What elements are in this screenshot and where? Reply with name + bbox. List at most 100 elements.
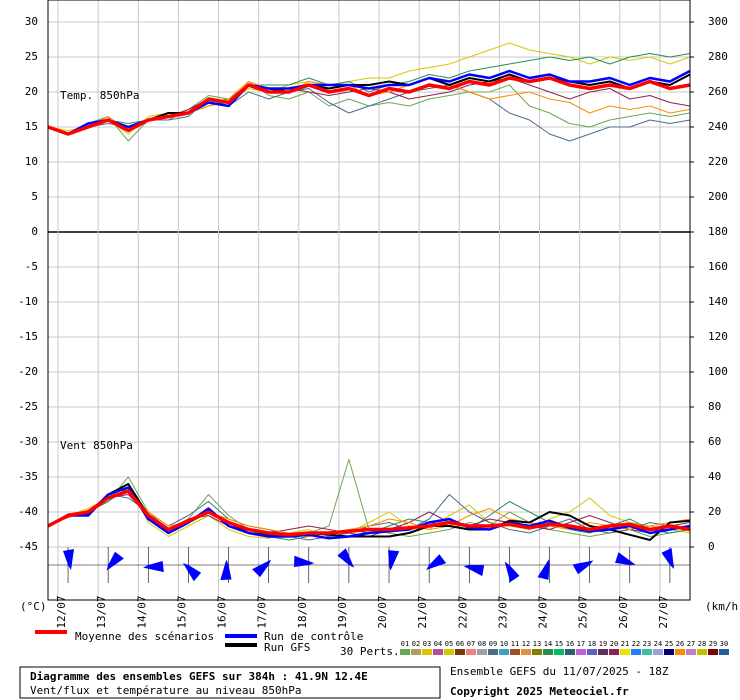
pert-swatch <box>587 649 597 655</box>
rose-petal <box>661 547 675 570</box>
pert-swatch <box>631 649 641 655</box>
wind-panel-label: Vent 850hPa <box>60 439 133 452</box>
pert-swatch <box>521 649 531 655</box>
pert-number: 15 <box>555 640 563 648</box>
y-tick-label: -35 <box>18 470 38 483</box>
pert-number: 05 <box>445 640 453 648</box>
x-tick-label: 23/07 <box>496 595 509 628</box>
x-tick-label: 22/07 <box>456 595 469 628</box>
plot-frame <box>47 0 691 601</box>
x-tick-label: 18/07 <box>296 595 309 628</box>
rose-petal <box>572 560 594 575</box>
y-tick-label: 5 <box>31 190 38 203</box>
y-tick-label: -20 <box>18 365 38 378</box>
rose-petal <box>294 555 315 567</box>
pert-swatch <box>554 649 564 655</box>
wind-roses <box>48 547 690 583</box>
pert-swatch <box>444 649 454 655</box>
pert-number: 27 <box>687 640 695 648</box>
rose-petal <box>106 551 124 571</box>
pert-swatch <box>499 649 509 655</box>
title-box <box>19 666 441 699</box>
pert-swatch <box>697 649 707 655</box>
run-label: Ensemble GEFS du 11/07/2025 - 18Z <box>450 665 669 678</box>
pert-number: 10 <box>500 640 508 648</box>
y-tick-label: 15 <box>25 120 38 133</box>
pert-swatch <box>598 649 608 655</box>
chart-title: Diagramme des ensembles GEFS sur 384h : … <box>30 670 368 683</box>
copyright: Copyright 2025 Meteociel.fr <box>450 685 629 698</box>
pert-swatch <box>477 649 487 655</box>
rose-petal <box>537 559 550 580</box>
pert-swatch <box>686 649 696 655</box>
x-tick-label: 24/07 <box>537 595 550 628</box>
perturbations-label: 30 Perts. <box>340 645 400 658</box>
temp-panel-label: Temp. 850hPa <box>60 89 139 102</box>
pert-number: 12 <box>522 640 530 648</box>
y2-tick-label: 220 <box>708 155 728 168</box>
rose-petal <box>463 565 485 577</box>
pert-number: 04 <box>434 640 442 648</box>
pert-swatch <box>455 649 465 655</box>
y2-axis-label: (km/h) <box>705 600 740 613</box>
y2-tick-label: 120 <box>708 330 728 343</box>
y2-tick-label: 140 <box>708 295 728 308</box>
pert-swatch <box>664 649 674 655</box>
pert-number: 09 <box>489 640 497 648</box>
pert-swatch <box>620 649 630 655</box>
pert-swatch <box>565 649 575 655</box>
rose-petal <box>182 563 202 582</box>
legend-label: Moyenne des scénarios <box>75 630 214 643</box>
chart-subtitle: Vent/flux et température au niveau 850hP… <box>30 684 302 697</box>
y2-tick-label: 20 <box>708 505 721 518</box>
y-tick-label: -10 <box>18 295 38 308</box>
pert-swatch <box>576 649 586 655</box>
y-tick-label: -15 <box>18 330 38 343</box>
y-tick-label: -5 <box>25 260 38 273</box>
y-tick-label: -40 <box>18 505 38 518</box>
x-tick-label: 14/07 <box>135 595 148 628</box>
rose-petal <box>615 552 636 565</box>
pert-swatch <box>400 649 410 655</box>
rose-petal <box>504 561 520 583</box>
y2-tick-label: 80 <box>708 400 721 413</box>
y-tick-label: 10 <box>25 155 38 168</box>
pert-number: 20 <box>610 640 618 648</box>
y2-tick-label: 300 <box>708 15 728 28</box>
pert-number: 30 <box>720 640 728 648</box>
legend: Moyenne des scénarios Run de contrôleRun … <box>35 630 729 658</box>
y2-tick-label: 260 <box>708 85 728 98</box>
y-tick-label: 25 <box>25 50 38 63</box>
pert-number: 02 <box>412 640 420 648</box>
y2-tick-label: 280 <box>708 50 728 63</box>
pert-number: 17 <box>577 640 585 648</box>
rose-petal <box>337 548 355 568</box>
x-tick-label: 12/07 <box>55 595 68 628</box>
y2-tick-label: 180 <box>708 225 728 238</box>
rose-petal <box>63 549 75 570</box>
pert-swatch <box>642 649 652 655</box>
pert-number: 03 <box>423 640 431 648</box>
y2-tick-label: 200 <box>708 190 728 203</box>
pert-swatch <box>411 649 421 655</box>
pert-swatch <box>719 649 729 655</box>
rose-petal <box>426 554 447 570</box>
pert-swatch <box>488 649 498 655</box>
y2-tick-label: 100 <box>708 365 728 378</box>
rose-petal <box>252 559 272 578</box>
pert-number: 14 <box>544 640 552 648</box>
x-tick-label: 15/07 <box>175 595 188 628</box>
legend-label: Run de contrôle <box>264 630 363 643</box>
pert-number: 18 <box>588 640 596 648</box>
pert-number: 21 <box>621 640 629 648</box>
pert-swatch <box>653 649 663 655</box>
x-tick-label: 27/07 <box>657 595 670 628</box>
y2-tick-label: 160 <box>708 260 728 273</box>
pert-swatch <box>510 649 520 655</box>
y2-tick-label: 0 <box>708 540 715 553</box>
pert-swatch <box>466 649 476 655</box>
rose-petal <box>220 559 232 581</box>
y-tick-label: 30 <box>25 15 38 28</box>
series-line <box>47 490 691 537</box>
series-line <box>47 486 691 540</box>
